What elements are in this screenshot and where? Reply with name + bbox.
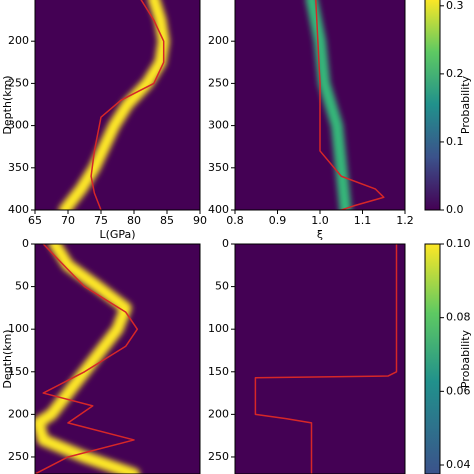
model-line: [254, 244, 398, 474]
plot-frame: [34, 243, 201, 474]
x-tick-label: 0.9: [269, 214, 287, 227]
x-tick-label: 1.0: [311, 214, 329, 227]
y-tick-label: 200: [8, 407, 29, 420]
colorbar-tick-label: 0.04: [446, 458, 471, 471]
x-tick-label: 0.8: [226, 214, 244, 227]
y-tick-label: 250: [8, 450, 29, 463]
plot-area: [35, 244, 200, 474]
y-tick-label: 200: [8, 34, 29, 47]
y-tick-label: 250: [208, 76, 229, 89]
colorbar-tick-label: 0.06: [446, 384, 471, 397]
y-tick-label: 300: [8, 119, 29, 132]
plot-frame: [34, 0, 201, 211]
y-tick-label: 100: [8, 322, 29, 335]
density-ridge: [58, 0, 170, 210]
colorbar-tick-label: 0.10: [446, 237, 471, 250]
y-tick-label: 150: [208, 365, 229, 378]
y-tick-label: 0: [22, 237, 29, 250]
x-tick-label: 1.2: [396, 214, 414, 227]
model-line: [315, 0, 385, 210]
model-line: [35, 244, 139, 474]
colorbar: [424, 0, 441, 211]
x-tick-label: 85: [160, 214, 174, 227]
y-tick-label: 400: [208, 203, 229, 216]
colorbar-tick-label: 0.3: [446, 0, 464, 12]
y-axis-label: Depth(km): [1, 75, 14, 134]
x-tick-label: 75: [94, 214, 108, 227]
y-tick-label: 250: [8, 76, 29, 89]
y-tick-label: 50: [15, 280, 29, 293]
x-tick-label: 70: [61, 214, 75, 227]
y-tick-label: 200: [208, 34, 229, 47]
y-tick-label: 50: [215, 280, 229, 293]
plot: [35, 244, 140, 474]
x-tick-label: 80: [127, 214, 141, 227]
colorbar-label: Probability: [459, 75, 472, 134]
y-tick-label: 200: [208, 407, 229, 420]
plot: [254, 244, 403, 474]
y-axis-label: Depth(km): [1, 329, 14, 388]
x-tick-label: 1.1: [354, 214, 372, 227]
x-tick-label: 90: [193, 214, 207, 227]
x-axis-label: L(GPa): [99, 228, 135, 241]
colorbar-tick-label: 0.1: [446, 135, 464, 148]
y-tick-label: 0: [222, 237, 229, 250]
y-tick-label: 350: [8, 161, 29, 174]
y-tick-label: 250: [208, 450, 229, 463]
colorbar-tick-label: 0.2: [446, 67, 464, 80]
colorbar-label: Probability: [459, 329, 472, 388]
colorbar-tick-label: 0.08: [446, 311, 471, 324]
y-tick-label: 150: [8, 365, 29, 378]
y-tick-label: 300: [208, 119, 229, 132]
x-axis-label: ξ: [317, 228, 323, 241]
y-tick-label: 350: [208, 161, 229, 174]
x-tick-label: 65: [28, 214, 42, 227]
model-line: [90, 0, 165, 210]
plot: [58, 0, 170, 210]
colorbar-tick-label: 0.0: [446, 203, 464, 216]
plot: [305, 0, 385, 210]
density-ridge: [305, 0, 352, 210]
y-tick-label: 100: [208, 322, 229, 335]
y-tick-label: 400: [8, 203, 29, 216]
plot-frame: [234, 243, 406, 474]
colorbar: [424, 243, 441, 474]
plot-area: [235, 244, 405, 474]
plot-area: [35, 0, 200, 210]
